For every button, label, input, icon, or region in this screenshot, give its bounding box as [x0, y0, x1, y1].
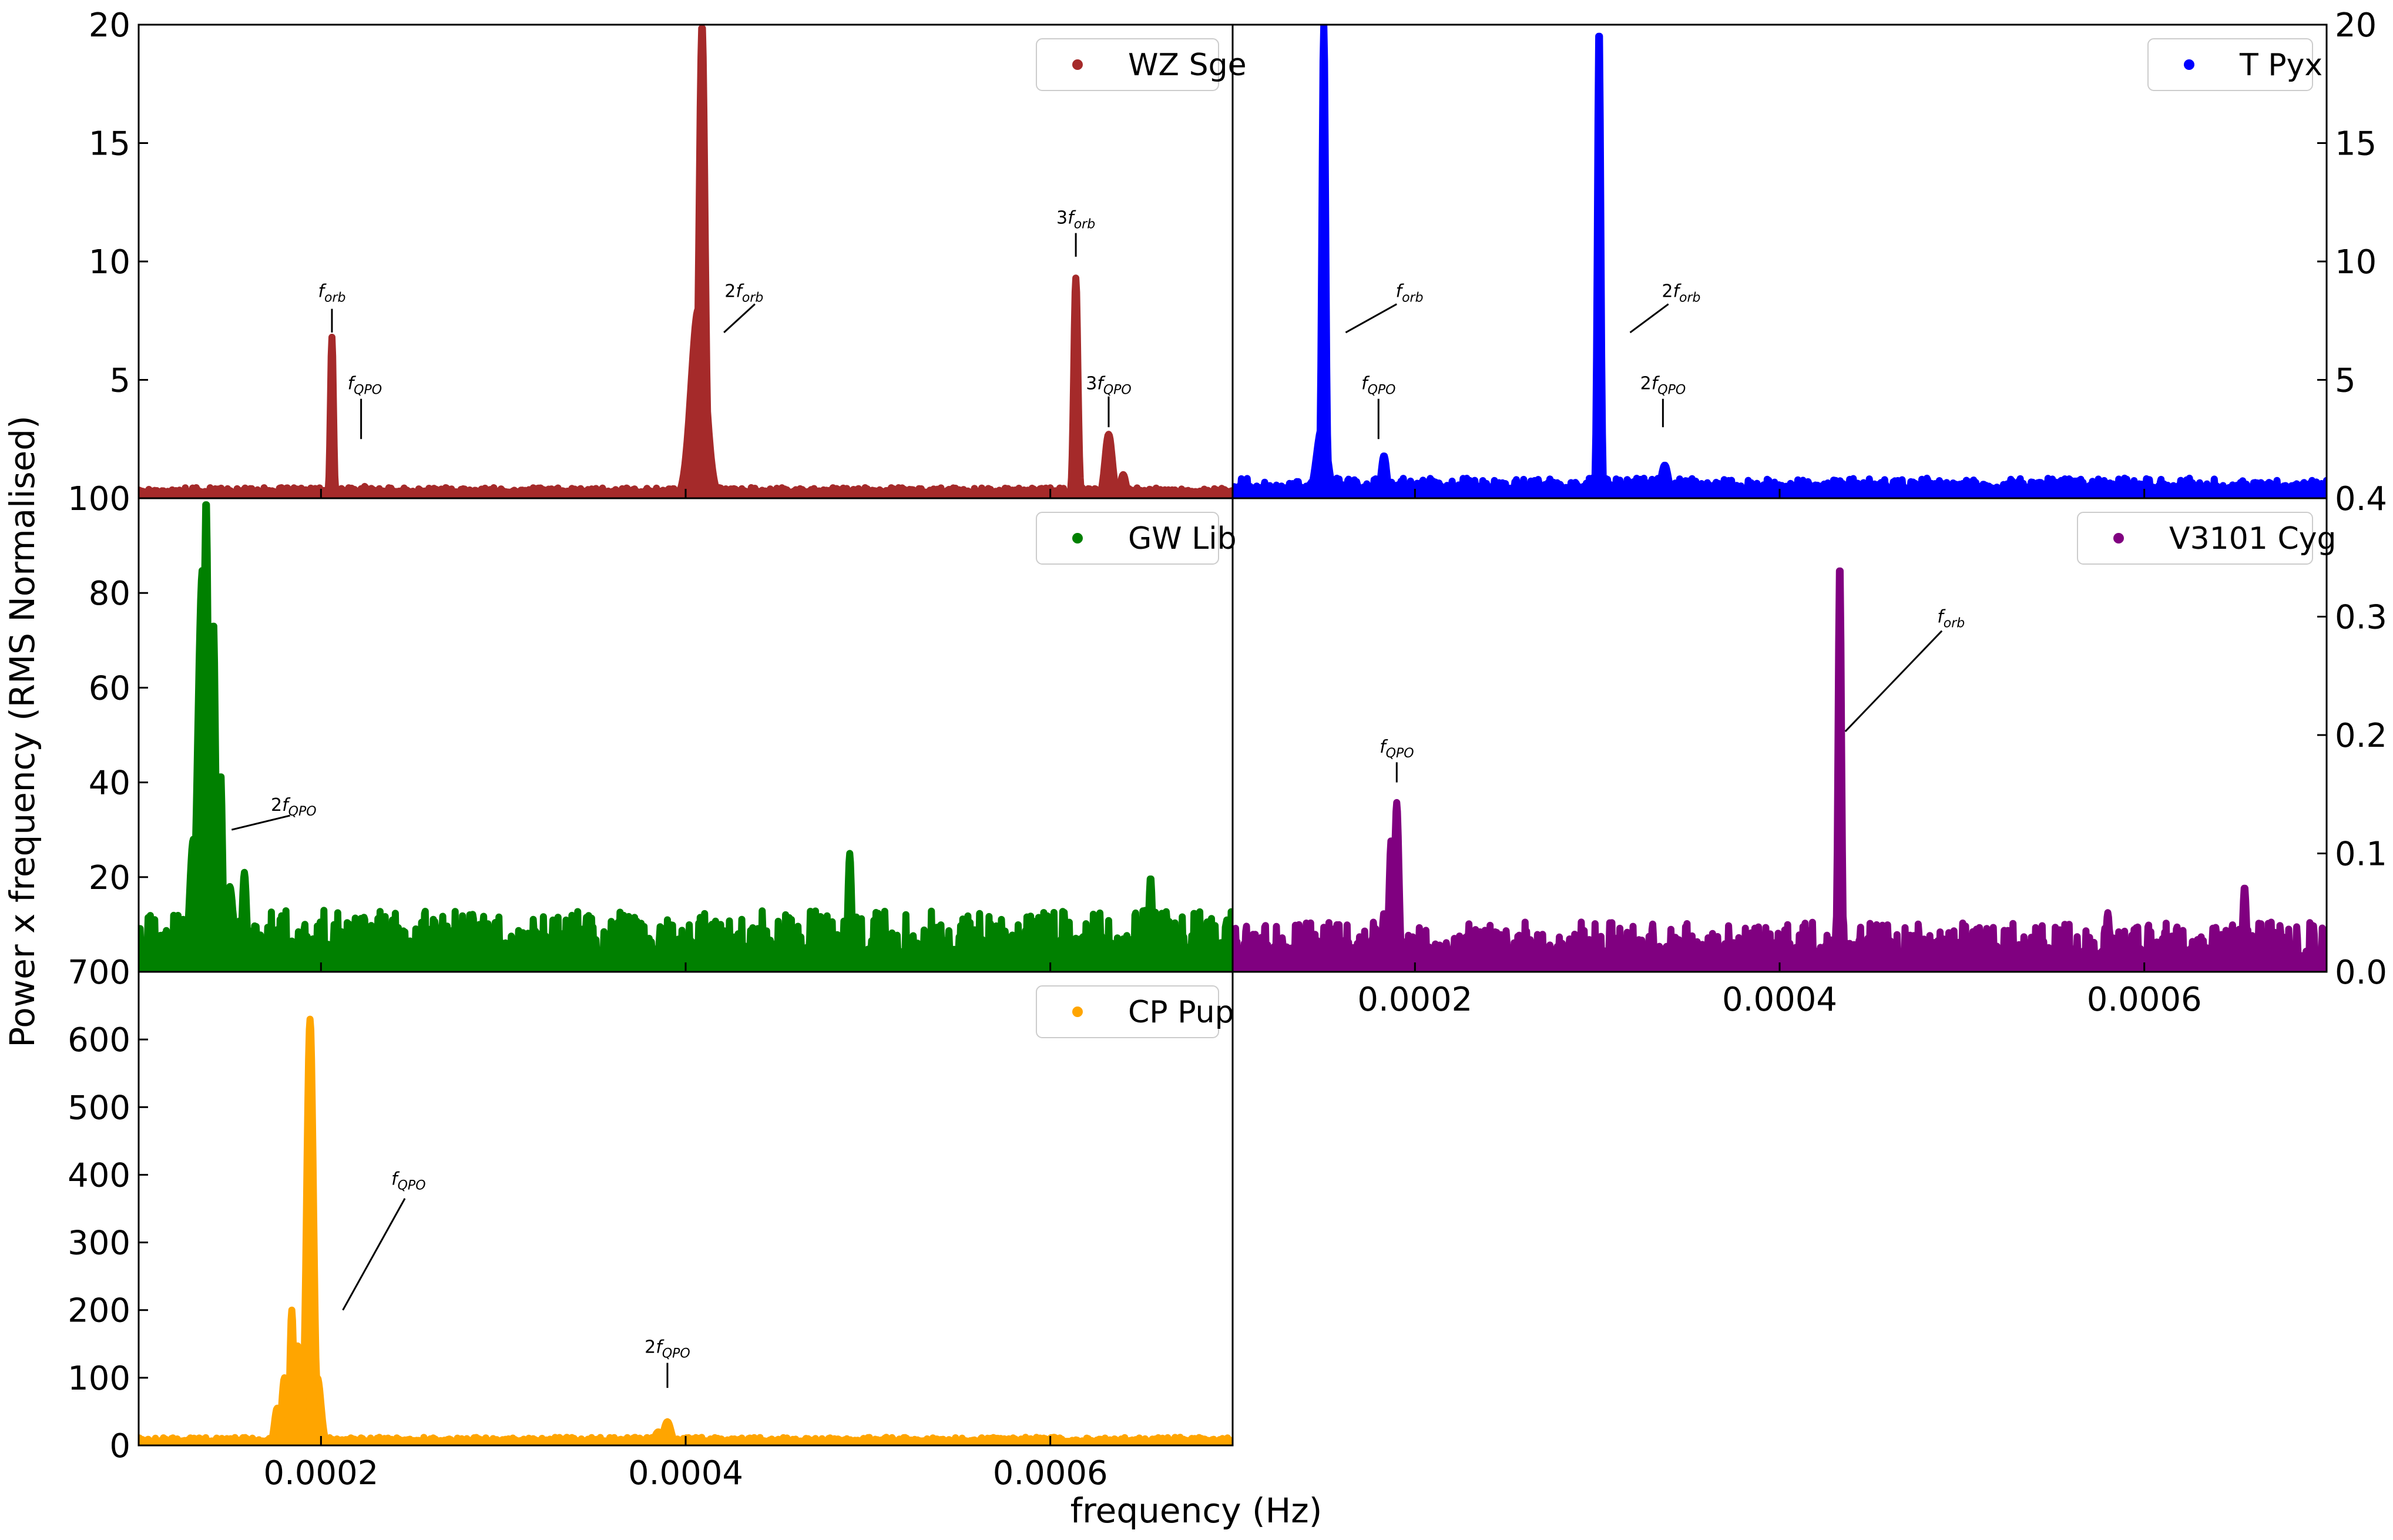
legend: CP Pup [1036, 985, 1234, 1038]
annotation-label: 2fQPO [645, 1337, 690, 1361]
annotation-label: 3fQPO [1086, 374, 1132, 398]
y-tick-label: 300 [68, 1224, 130, 1263]
legend: WZ Sge [1036, 38, 1247, 91]
x-tick-label: 0.0002 [1357, 981, 1472, 1019]
y-tick-label: 20 [89, 859, 130, 897]
annotation-fqpo: fQPO [1380, 737, 1414, 783]
y-tick-label: 60 [89, 669, 130, 707]
annotation-label: fQPO [348, 374, 382, 398]
annotation-label: forb [318, 281, 345, 305]
annotation-pointer [1844, 630, 1943, 732]
annotation-3forb: 3forb [1056, 208, 1095, 257]
y-tick-label: 15 [89, 125, 130, 163]
y-tick-label: 5 [109, 362, 130, 400]
legend-label: T Pyx [2239, 48, 2322, 83]
annotation-fqpo: fQPO [1361, 374, 1396, 439]
y-tick-label: 700 [68, 954, 130, 992]
annotation-2fqpo: 2fQPO [1640, 374, 1686, 428]
y-tick-label: 80 [89, 575, 130, 613]
y-tick-label: 10 [2335, 243, 2377, 281]
annotation-pointer [1629, 303, 1669, 334]
panel-v3101-cyg: 0.00.10.20.30.40.0002 0.0004 0.0006fQPOfor… [1231, 480, 2387, 1019]
annotation-pointer [231, 814, 290, 831]
annotation-label: fQPO [1361, 374, 1395, 398]
annotation-label: 2fQPO [1640, 374, 1686, 398]
x-axis-label: frequency (Hz) [1070, 1491, 1323, 1531]
annotation-2forb: 2forb [723, 281, 763, 334]
legend-frame [1036, 985, 1219, 1038]
spectrum-area [139, 501, 1233, 972]
y-axis-label: Power x frequency (RMS Normalised) [2, 415, 42, 1047]
annotation-fqpo: fQPO [348, 374, 382, 439]
annotation-fqpo: fQPO [342, 1169, 426, 1311]
annotation-2fqpo: 2fQPO [231, 795, 317, 831]
legend-label: CP Pup [1128, 995, 1234, 1030]
y-tick-label: 5 [2335, 362, 2356, 400]
legend-label: GW Lib [1128, 521, 1237, 556]
legend-frame [1036, 38, 1219, 91]
annotation-pointer [1345, 303, 1398, 334]
y-tick-label: 0.0 [2335, 954, 2387, 992]
y-tick-label: 500 [68, 1089, 130, 1127]
legend-frame [2147, 38, 2313, 91]
x-tick-label: 0.0004 [628, 1454, 743, 1492]
x-tick-label: 0.0006 [993, 1454, 1108, 1492]
panel-cp-pup: 0 100 200 300 400 500 600 700 0.0002 0.0004 0.0006… [68, 954, 1234, 1492]
y-tick-label: 10 [89, 243, 130, 281]
y-tick-label: 0.2 [2335, 717, 2387, 755]
y-tick-label: 0.1 [2335, 836, 2387, 874]
series-v3101-cyg [1233, 567, 2327, 972]
annotation-2fqpo: 2fQPO [645, 1337, 690, 1388]
legend: V3101 Cyg [2077, 512, 2337, 565]
y-tick-label: 600 [68, 1021, 130, 1059]
series-gw-lib [139, 501, 1233, 972]
y-tick-label: 20 [2335, 6, 2377, 45]
legend-label: V3101 Cyg [2169, 521, 2337, 556]
panels: 5 10 15 20 forb fQPO 2forb 3forb 3fQPO WZ Sge 5 10 1… [68, 6, 2387, 1492]
y-tick-label: 400 [68, 1156, 130, 1195]
legend: T Pyx [2147, 38, 2322, 91]
legend: GW Lib [1036, 512, 1237, 565]
y-tick-label: 200 [68, 1292, 130, 1330]
legend-marker [1072, 1006, 1083, 1017]
y-tick-label: 15 [2335, 125, 2377, 163]
annotation-label: fQPO [391, 1169, 425, 1193]
annotation-3fqpo: 3fQPO [1086, 374, 1132, 428]
annotation-label: fQPO [1380, 737, 1414, 761]
annotation-label: 3forb [1056, 208, 1095, 232]
series-t-pyx [1233, 25, 2327, 498]
y-tick-label: 0.3 [2335, 599, 2387, 637]
legend-label: WZ Sge [1128, 48, 1247, 83]
annotation-label: forb [1396, 281, 1424, 305]
annotation-forb: forb [1345, 281, 1424, 334]
legend-frame [2077, 512, 2313, 565]
annotation-forb: forb [318, 281, 345, 333]
legend-marker [2113, 533, 2124, 543]
x-tick-label: 0.0004 [1722, 981, 1837, 1019]
x-tick-label: 0.0006 [2087, 981, 2202, 1019]
legend-marker [1072, 59, 1083, 70]
annotation-label: 2forb [724, 281, 763, 305]
y-tick-label: 20 [89, 6, 130, 45]
y-tick-label: 0.4 [2335, 480, 2387, 518]
annotation-pointer [342, 1198, 406, 1311]
y-tick-label: 40 [89, 764, 130, 803]
y-tick-label: 100 [68, 480, 130, 518]
panel-wz-sge: 5 10 15 20 forb fQPO 2forb 3forb 3fQPO WZ Sge [89, 6, 1247, 499]
x-tick-label: 0.0002 [263, 1454, 378, 1492]
legend-frame [1036, 512, 1219, 565]
spectrum-area [1233, 25, 2327, 498]
spectrum-area [1233, 567, 2327, 972]
legend-marker [2184, 59, 2194, 70]
y-tick-label: 100 [68, 1360, 130, 1398]
y-tick-label: 0 [109, 1427, 130, 1465]
annotation-pointer [723, 303, 756, 334]
legend-marker [1072, 533, 1083, 543]
